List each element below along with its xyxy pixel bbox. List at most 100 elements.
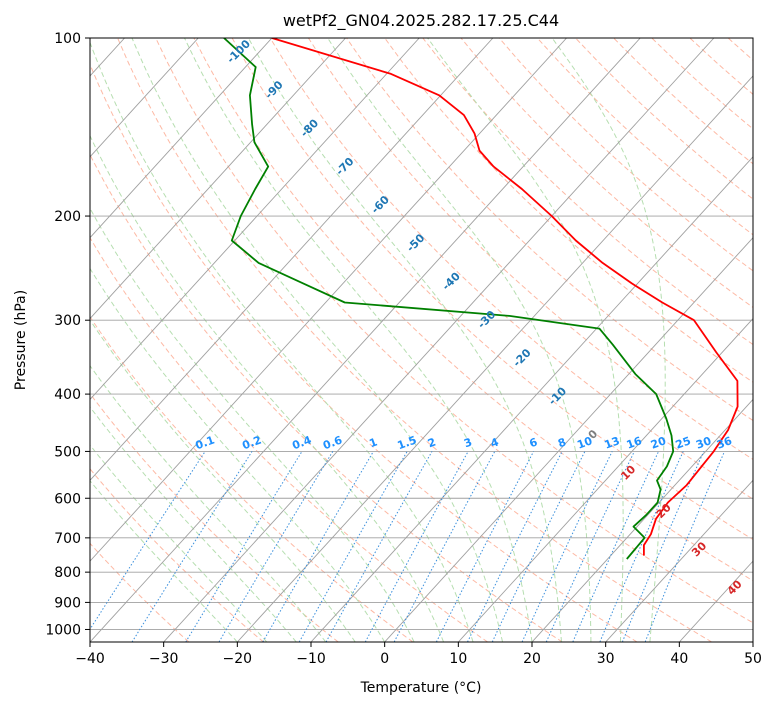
y-tick-label: 100 xyxy=(54,31,81,47)
moist-adiabat-line xyxy=(90,267,386,642)
mixing-ratio-label: 1.5 xyxy=(396,433,419,452)
y-tick-label: 700 xyxy=(54,531,81,547)
moist-adiabat-line xyxy=(131,38,503,642)
isotherm-line xyxy=(90,38,641,642)
x-tick-label: 40 xyxy=(670,651,688,667)
isotherm-line xyxy=(90,38,199,158)
isotherm-line xyxy=(90,38,273,239)
x-tick-label: 10 xyxy=(449,651,467,667)
mixing-ratio-line xyxy=(545,451,635,642)
mixing-ratio-line xyxy=(298,451,408,642)
x-axis-label: Temperature (°C) xyxy=(360,680,482,696)
x-tick-label: −20 xyxy=(223,651,253,667)
moist-adiabat-line xyxy=(90,444,268,642)
moist-adiabat-line xyxy=(90,41,474,642)
isotherm-line xyxy=(237,75,753,642)
y-tick-label: 600 xyxy=(54,491,81,507)
moist-adiabat-line xyxy=(90,134,445,642)
mixing-ratio-label: 6 xyxy=(528,435,540,450)
mixing-ratio-line xyxy=(435,451,535,642)
dewpoint-profile-line xyxy=(223,38,675,560)
dry-adiabat-line xyxy=(155,38,753,624)
mixing-ratio-label: 8 xyxy=(556,436,568,451)
mixing-ratio-line xyxy=(599,451,684,642)
mixing-ratio-line xyxy=(364,451,469,642)
isotherm-line xyxy=(531,398,753,642)
y-tick-label: 1000 xyxy=(45,622,81,638)
y-tick-label: 500 xyxy=(54,444,81,460)
moist-adiabat-line xyxy=(427,38,624,642)
mixing-ratio-line xyxy=(90,451,206,631)
mixing-ratio-label: 30 xyxy=(694,434,713,452)
mixing-ratio-line xyxy=(131,451,253,642)
dry-adiabat-line xyxy=(193,38,753,582)
x-tick-label: 50 xyxy=(744,651,762,667)
moist-adiabat-line xyxy=(90,207,415,642)
plot-frame xyxy=(89,37,754,643)
moist-adiabat-line xyxy=(90,406,297,642)
profile-layer xyxy=(223,38,739,560)
temperature-profile-line xyxy=(271,38,739,556)
y-tick-label: 400 xyxy=(54,387,81,403)
moist-adiabat-line xyxy=(184,38,533,642)
mixing-ratio-line xyxy=(393,451,496,642)
isotherm-line xyxy=(163,38,715,642)
isotherm-line xyxy=(458,317,753,642)
mixing-ratio-label: 10 xyxy=(575,434,594,452)
isotherm-line xyxy=(90,38,567,562)
x-tick-label: −30 xyxy=(149,651,179,667)
mixing-ratio-line xyxy=(644,451,725,642)
mixing-ratio-label: 25 xyxy=(674,434,693,451)
y-tick-label: 800 xyxy=(54,565,81,581)
mixing-ratio-line xyxy=(521,451,613,642)
x-tick-label: 20 xyxy=(523,651,541,667)
dry-adiabat-line xyxy=(269,38,753,500)
y-axis-label: Pressure (hPa) xyxy=(13,290,29,390)
y-tick-label: 200 xyxy=(54,209,81,225)
moist-adiabat-line xyxy=(90,479,238,642)
dry-adiabat-line xyxy=(90,153,563,642)
chart-title: wetPf2_GN04.2025.282.17.25.C44 xyxy=(283,11,559,31)
x-tick-label: 0 xyxy=(380,651,389,667)
mixing-ratio-label: 2 xyxy=(426,436,438,451)
dry-adiabat-line xyxy=(117,38,712,642)
mixing-ratio-line xyxy=(325,451,433,642)
y-tick-label: 300 xyxy=(54,313,81,329)
mixing-ratio-label: 4 xyxy=(489,435,501,450)
dry-adiabat-line xyxy=(90,63,638,642)
isotherm-line xyxy=(384,237,753,642)
isotherm-line xyxy=(310,156,753,642)
mixing-ratio-label: 0.1 xyxy=(194,433,217,452)
mixing-ratio-label: 3 xyxy=(462,436,474,451)
x-tick-label: −40 xyxy=(75,651,105,667)
isotherm-line xyxy=(90,38,420,401)
dry-adiabat-line xyxy=(384,38,753,383)
dry-adiabat-line xyxy=(422,38,753,346)
moist-adiabat-line xyxy=(247,38,562,642)
mixing-ratio-line xyxy=(185,451,303,642)
grid-layer xyxy=(90,38,753,642)
x-tick-label: −10 xyxy=(296,651,326,667)
mixing-ratio-label: 36 xyxy=(715,434,734,452)
y-tick-label: 900 xyxy=(54,595,81,611)
isotherm-line xyxy=(605,479,753,642)
mixing-ratio-label: 1 xyxy=(367,436,379,451)
mixing-ratio-label: 20 xyxy=(649,434,668,452)
mixing-ratio-label: 0.4 xyxy=(290,433,313,452)
mixing-ratio-label: 0.6 xyxy=(321,433,344,452)
isotherm-line xyxy=(90,38,494,481)
x-tick-label: 30 xyxy=(597,651,615,667)
moist-adiabat-line xyxy=(90,319,356,642)
mixing-ratio-label: 0.2 xyxy=(240,433,263,452)
dry-adiabat-line xyxy=(307,38,753,461)
mixing-ratio-line xyxy=(621,451,705,642)
mixing-ratio-label: 16 xyxy=(625,434,644,452)
moist-adiabat-line xyxy=(327,38,592,642)
mixing-ratio-line xyxy=(491,451,586,642)
dry-adiabat-line xyxy=(90,392,339,642)
mixing-ratio-line xyxy=(572,451,660,642)
axis-ticks: −40 −30 −20 −10 0 10 20 30 40 5010020030040050060… xyxy=(45,31,762,667)
moist-adiabat-line xyxy=(551,38,666,642)
mixing-ratio-label: 13 xyxy=(603,434,622,451)
